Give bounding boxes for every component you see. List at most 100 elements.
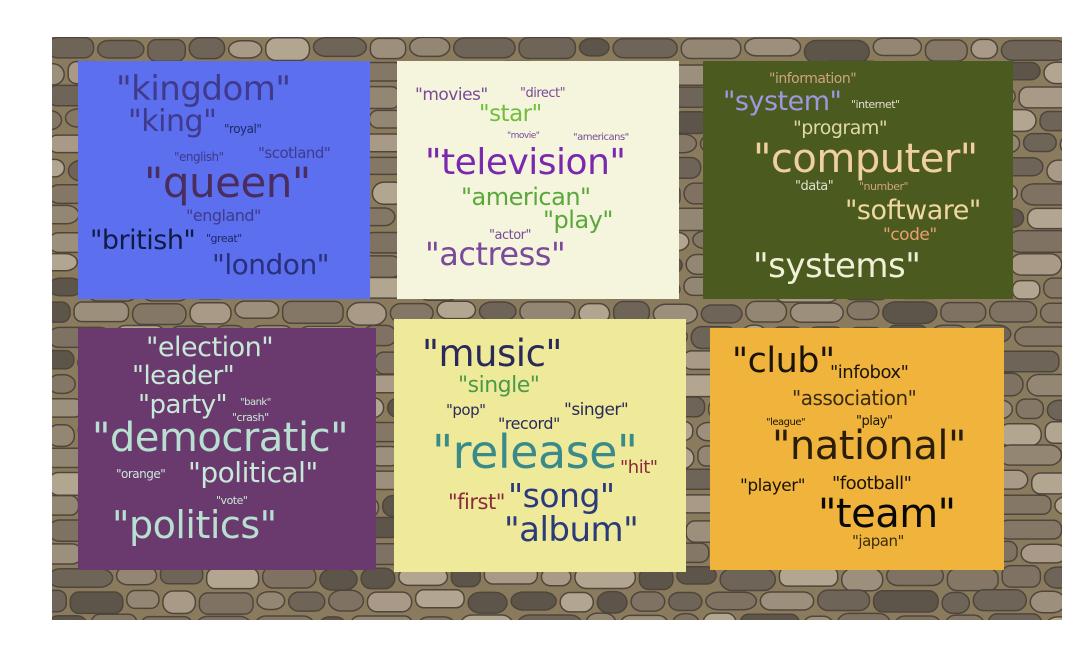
word-system: "system" <box>723 86 842 117</box>
stone-block <box>227 40 263 59</box>
stone-block <box>256 590 286 611</box>
stone-block <box>585 612 617 620</box>
stone-block <box>188 37 226 60</box>
stone-block <box>461 614 513 620</box>
word-movie: "movie" <box>507 131 540 141</box>
stone-block <box>369 37 407 60</box>
word-english: "english" <box>174 150 224 164</box>
word-politics: "politics" <box>112 503 277 547</box>
stone-block <box>745 300 788 323</box>
word-political: "political" <box>188 456 318 489</box>
stone-block <box>346 301 388 326</box>
stone-block <box>667 591 703 612</box>
stone-block <box>1043 277 1062 299</box>
stone-block <box>1047 616 1062 620</box>
stone-block <box>1022 132 1057 153</box>
stone-block <box>997 350 1060 373</box>
stone-block <box>1014 326 1062 347</box>
word-great: "great" <box>206 232 242 245</box>
stone-block <box>510 591 557 611</box>
stone-block <box>52 110 63 131</box>
word-actor: "actor" <box>489 228 531 243</box>
stone-block <box>744 37 802 57</box>
word-cloud-panel-music: "music" "single" "pop" "singer" "record"… <box>394 319 686 572</box>
stone-block <box>1001 564 1042 588</box>
word-play-sports: "play" <box>856 414 893 429</box>
stone-block <box>96 39 145 59</box>
stone-block <box>1000 39 1062 61</box>
word-british: "british" <box>90 225 196 256</box>
word-number: "number" <box>859 180 909 193</box>
stone-block <box>126 589 160 610</box>
stone-block <box>1039 110 1062 132</box>
word-american: "american" <box>461 183 591 211</box>
stone-block <box>946 567 999 592</box>
stone-block <box>1020 543 1062 564</box>
stone-block <box>52 494 80 516</box>
stone-block <box>1020 183 1062 206</box>
stone-block <box>1039 302 1062 324</box>
stone-block <box>1026 207 1062 230</box>
word-election: "election" <box>146 332 274 363</box>
stone-block <box>837 612 891 620</box>
stone-block <box>945 614 984 620</box>
word-single: "single" <box>458 373 540 398</box>
stone-block <box>719 567 777 592</box>
word-leader: "leader" <box>132 361 235 391</box>
stone-block <box>52 567 114 588</box>
stone-block <box>680 38 742 60</box>
word-royal: "royal" <box>224 122 262 136</box>
word-cloud-panel-sports: "club" "infobox" "association" "league" … <box>710 328 1004 570</box>
stone-block <box>924 39 968 62</box>
stone-block <box>1043 61 1062 85</box>
word-song: "song" <box>508 476 615 515</box>
stone-block <box>987 613 1042 620</box>
stone-block <box>147 38 186 63</box>
stone-block <box>1029 590 1062 614</box>
word-release: "release" <box>432 425 638 479</box>
word-hit: "hit" <box>620 457 658 478</box>
stone-block <box>702 612 737 620</box>
stone-block <box>1009 252 1062 276</box>
word-cloud-panel-politics: "election" "leader" "party" "bank" "cras… <box>78 328 376 570</box>
word-cloud-panel-entertainment: "movies" "direct" "star" "movie" "americ… <box>397 61 679 299</box>
stone-block <box>705 591 758 611</box>
stone-block <box>940 301 987 323</box>
word-association: "association" <box>792 386 917 410</box>
stone-block <box>91 613 138 620</box>
stone-block <box>895 615 940 620</box>
stone-block <box>872 37 923 57</box>
stone-block <box>620 614 668 620</box>
stone-block <box>676 566 717 585</box>
stone-block <box>351 615 413 620</box>
stone-block <box>419 616 454 620</box>
stone-block <box>52 63 65 86</box>
word-england: "england" <box>186 206 261 225</box>
word-program: "program" <box>793 117 888 139</box>
stone-block <box>1043 566 1062 589</box>
stone-block <box>1026 373 1062 397</box>
stone-block <box>189 301 232 325</box>
stone-block <box>1015 398 1045 420</box>
word-code: "code" <box>883 225 937 245</box>
word-scotland: "scotland" <box>258 144 331 162</box>
stone-block <box>73 301 130 323</box>
stone-block <box>281 300 344 324</box>
stone-block <box>312 37 368 58</box>
stone-block <box>319 568 358 591</box>
stone-block <box>1018 86 1062 109</box>
stone-block <box>52 349 75 370</box>
word-bank: "bank" <box>240 397 271 408</box>
stone-block <box>197 615 250 620</box>
word-information: "information" <box>769 71 857 87</box>
stone-block <box>846 300 880 321</box>
stone-block <box>360 567 396 590</box>
stone-block <box>52 424 76 448</box>
stone-block <box>882 301 938 325</box>
word-internet: "internet" <box>851 98 900 111</box>
stone-block <box>141 615 192 620</box>
stone-block <box>414 589 465 609</box>
word-singer: "singer" <box>564 400 629 420</box>
stone-block <box>1007 229 1062 253</box>
word-japan: "japan" <box>852 532 904 550</box>
